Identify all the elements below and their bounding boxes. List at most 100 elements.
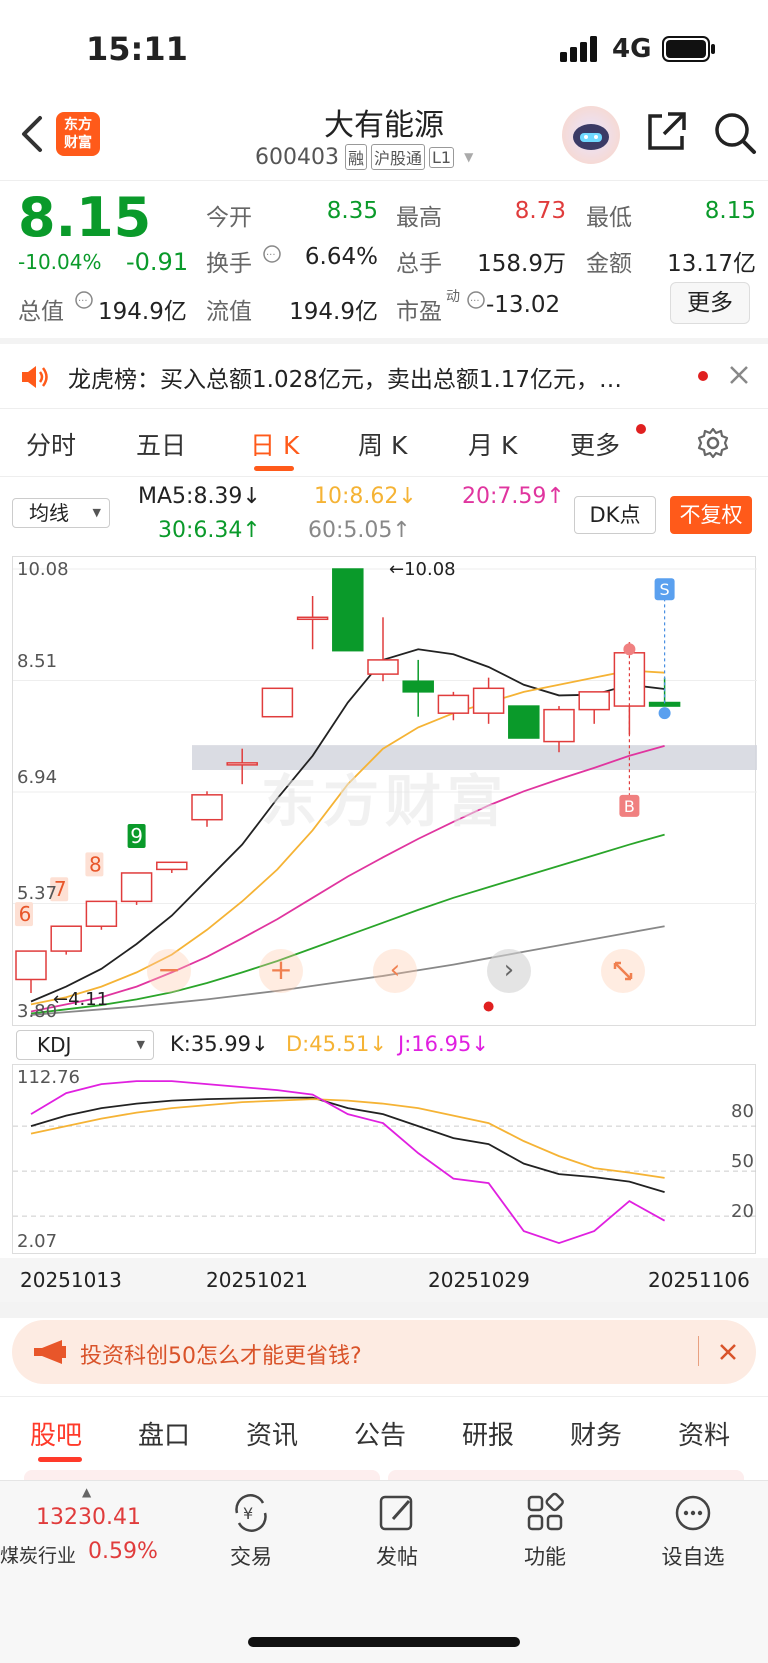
low-marker: ←4.11 <box>53 989 109 1010</box>
zoom-out-icon[interactable]: − <box>147 949 191 993</box>
tab-news[interactable]: 资讯 <box>246 1421 299 1451</box>
tab-intraday[interactable]: 分时 <box>26 431 77 460</box>
ma5-line <box>30 648 665 1003</box>
add-watchlist-button[interactable]: 设自选 <box>654 1491 732 1571</box>
kdj-label: KDJ <box>37 1033 72 1057</box>
tab-5day[interactable]: 五日 <box>136 431 187 460</box>
info-icon[interactable]: ··· <box>262 244 282 268</box>
resistance-band <box>192 745 757 770</box>
sell-badge-label: S <box>660 580 670 599</box>
news-text: 龙虎榜：买入总额1.028亿元，卖出总额1.17亿元，… <box>68 367 623 393</box>
float-value: 194.9亿 <box>289 299 378 325</box>
high-marker: ←10.08 <box>389 559 456 580</box>
kdj-chart[interactable]: 112.76 2.07 80 50 20 <box>12 1064 757 1254</box>
indicator-select[interactable]: 均线 ▼ <box>12 498 110 528</box>
candle-body <box>120 872 153 903</box>
tab-daily-k[interactable]: 日 K <box>250 431 300 460</box>
position-dot <box>483 1001 494 1012</box>
active-tab-indicator <box>38 1457 82 1462</box>
candle-body <box>437 694 470 714</box>
more-button[interactable]: 更多 <box>670 282 750 324</box>
zoom-in-icon[interactable]: + <box>259 949 303 993</box>
info-icon[interactable]: ··· <box>466 290 486 314</box>
tab-more[interactable]: 更多 <box>570 431 621 460</box>
svg-text:¥: ¥ <box>243 1504 253 1523</box>
back-icon[interactable] <box>18 114 48 158</box>
scroll-left-icon[interactable]: ‹ <box>373 949 417 993</box>
candle-body <box>261 687 294 718</box>
info-icon[interactable]: ··· <box>74 290 94 314</box>
trade-button[interactable]: ¥ 交易 <box>212 1491 290 1571</box>
dk-button[interactable]: DK点 <box>574 496 656 534</box>
tab-research[interactable]: 研报 <box>462 1421 515 1451</box>
stock-name: 大有能源 <box>324 108 444 143</box>
open-label: 今开 <box>206 205 252 231</box>
tab-profile[interactable]: 资料 <box>678 1421 731 1451</box>
buy-marker-dot <box>623 643 636 656</box>
tab-weekly-k[interactable]: 周 K <box>358 431 408 460</box>
active-tab-indicator <box>254 466 294 471</box>
kline-svg: 678 9 B S <box>13 568 757 1016</box>
td-sequence-label: 8 <box>89 852 102 876</box>
edit-icon <box>379 1495 413 1531</box>
ma20-value: 20:7.59↑ <box>462 484 565 509</box>
adjust-button[interactable]: 不复权 <box>670 496 752 534</box>
kdj-level-50: 50 <box>731 1151 754 1172</box>
price-axis-2: 8.51 <box>17 651 58 672</box>
kdj-select[interactable]: KDJ ▼ <box>16 1030 154 1060</box>
code-dropdown-icon[interactable]: ▼ <box>464 150 474 164</box>
close-icon[interactable] <box>728 364 750 390</box>
index-caret-icon: ▲ <box>82 1485 92 1499</box>
ma10-value: 10:8.62↓ <box>314 484 417 509</box>
candle-body <box>543 708 575 743</box>
svg-text:···: ··· <box>78 296 88 307</box>
float-label: 流值 <box>206 299 252 325</box>
search-icon[interactable] <box>712 110 758 160</box>
stock-code-row: 600403 融 沪股通 L1 ▼ <box>255 144 473 170</box>
ma10-line <box>30 669 665 1006</box>
index-name[interactable]: 煤炭行业 <box>0 1545 77 1567</box>
open-value: 8.35 <box>326 198 378 224</box>
index-value[interactable]: 13230.41 <box>36 1505 141 1530</box>
brand-logo[interactable]: 东方 财富 <box>56 112 100 156</box>
function-label: 功能 <box>524 1545 566 1569</box>
amount-value: 13.17亿 <box>667 251 756 277</box>
td-sequence-badge <box>127 823 146 848</box>
candle-body <box>50 925 82 952</box>
divider <box>0 476 768 477</box>
candle-body <box>85 900 118 927</box>
tab-order-book[interactable]: 盘口 <box>138 1421 191 1451</box>
gear-icon[interactable] <box>696 426 730 464</box>
tab-financials[interactable]: 财务 <box>570 1421 623 1451</box>
candle-body <box>367 659 399 675</box>
low-value: 8.15 <box>704 198 756 224</box>
svg-text:···: ··· <box>266 250 276 261</box>
index-pct[interactable]: 0.59% <box>88 1539 158 1564</box>
buy-badge <box>619 794 640 817</box>
function-button[interactable]: 功能 <box>506 1491 584 1571</box>
close-icon[interactable] <box>718 1342 738 1366</box>
fullscreen-icon[interactable] <box>601 949 645 993</box>
tab-announcements[interactable]: 公告 <box>354 1421 407 1451</box>
promo-banner[interactable]: 投资科创50怎么才能更省钱? <box>12 1320 756 1384</box>
trade-label: 交易 <box>230 1545 272 1569</box>
tab-monthly-k[interactable]: 月 K <box>468 431 518 460</box>
ma60-line <box>30 925 665 1016</box>
scroll-right-icon[interactable]: › <box>487 949 531 993</box>
share-icon[interactable] <box>644 110 688 158</box>
tab-forum[interactable]: 股吧 <box>30 1421 83 1451</box>
post-label: 发帖 <box>376 1545 418 1569</box>
network-label: 4G <box>612 34 652 64</box>
pe-value: -13.02 <box>486 292 561 318</box>
grid-icon <box>527 1492 564 1531</box>
home-indicator <box>248 1637 520 1647</box>
pct-change: -10.04% <box>18 250 102 274</box>
ai-avatar[interactable] <box>562 106 620 164</box>
news-ticker[interactable]: 龙虎榜：买入总额1.028亿元，卖出总额1.17亿元，… <box>0 344 768 408</box>
ma30-line <box>30 833 665 1015</box>
turnover-label: 换手 <box>206 251 252 277</box>
td-sequence-label: 9 <box>130 824 143 848</box>
post-button[interactable]: 发帖 <box>358 1491 436 1571</box>
ma5-value: MA5:8.39↓ <box>138 484 261 509</box>
